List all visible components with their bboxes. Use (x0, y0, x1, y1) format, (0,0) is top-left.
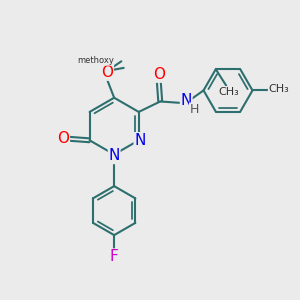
Text: N: N (181, 93, 192, 108)
Text: N: N (109, 148, 120, 164)
Text: O: O (57, 131, 69, 146)
Text: methoxy: methoxy (77, 56, 114, 65)
Text: F: F (110, 249, 118, 264)
Text: O: O (101, 65, 113, 80)
Text: H: H (190, 103, 199, 116)
Text: N: N (134, 133, 146, 148)
Text: O: O (153, 67, 165, 82)
Text: CH₃: CH₃ (219, 87, 240, 97)
Text: CH₃: CH₃ (268, 84, 289, 94)
